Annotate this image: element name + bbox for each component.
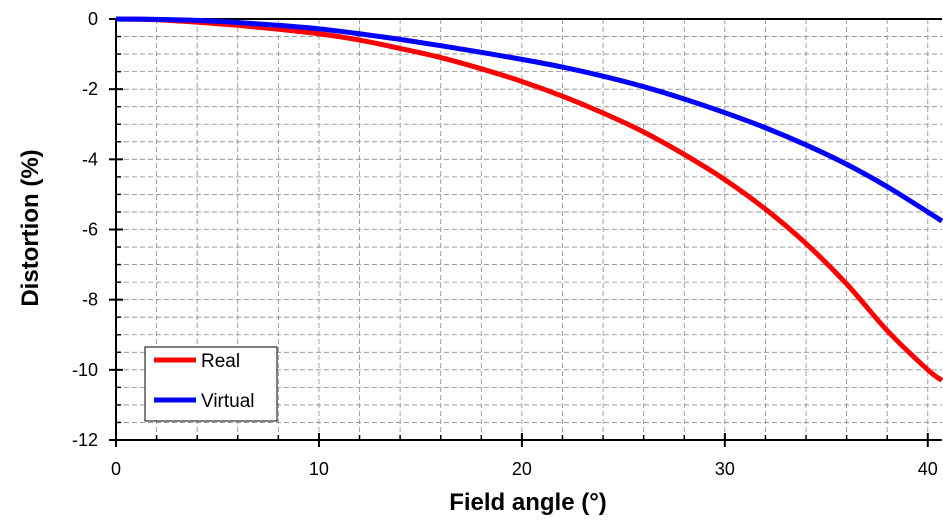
x-axis-title: Field angle (°) (449, 489, 607, 516)
x-tick-label: 20 (512, 459, 532, 479)
legend-label-real: Real (201, 351, 240, 372)
series-line-virtual (115, 16, 943, 224)
y-tick-label: 0 (88, 9, 98, 29)
tick-labels: 0 10 20 30 40 0 -2 -4 -6 -8 -10 -12 (72, 9, 938, 479)
x-tick-label: 40 (918, 459, 938, 479)
series-line-real (115, 16, 943, 383)
y-tick-label: -12 (72, 430, 98, 450)
y-tick-label: -6 (82, 220, 98, 240)
y-tick-label: -2 (82, 79, 98, 99)
y-axis-title: Distortion (%) (17, 149, 44, 306)
legend: Real Virtual (144, 346, 278, 422)
x-tick-label: 30 (715, 459, 735, 479)
x-tick-label: 10 (309, 459, 329, 479)
y-tick-label: -8 (82, 290, 98, 310)
y-tick-label: -4 (82, 149, 98, 169)
series-group (115, 16, 943, 383)
axes (109, 18, 942, 447)
legend-label-virtual: Virtual (201, 391, 255, 412)
x-tick-label: 0 (111, 459, 121, 479)
grid (116, 19, 942, 440)
y-tick-label: -10 (72, 360, 98, 380)
